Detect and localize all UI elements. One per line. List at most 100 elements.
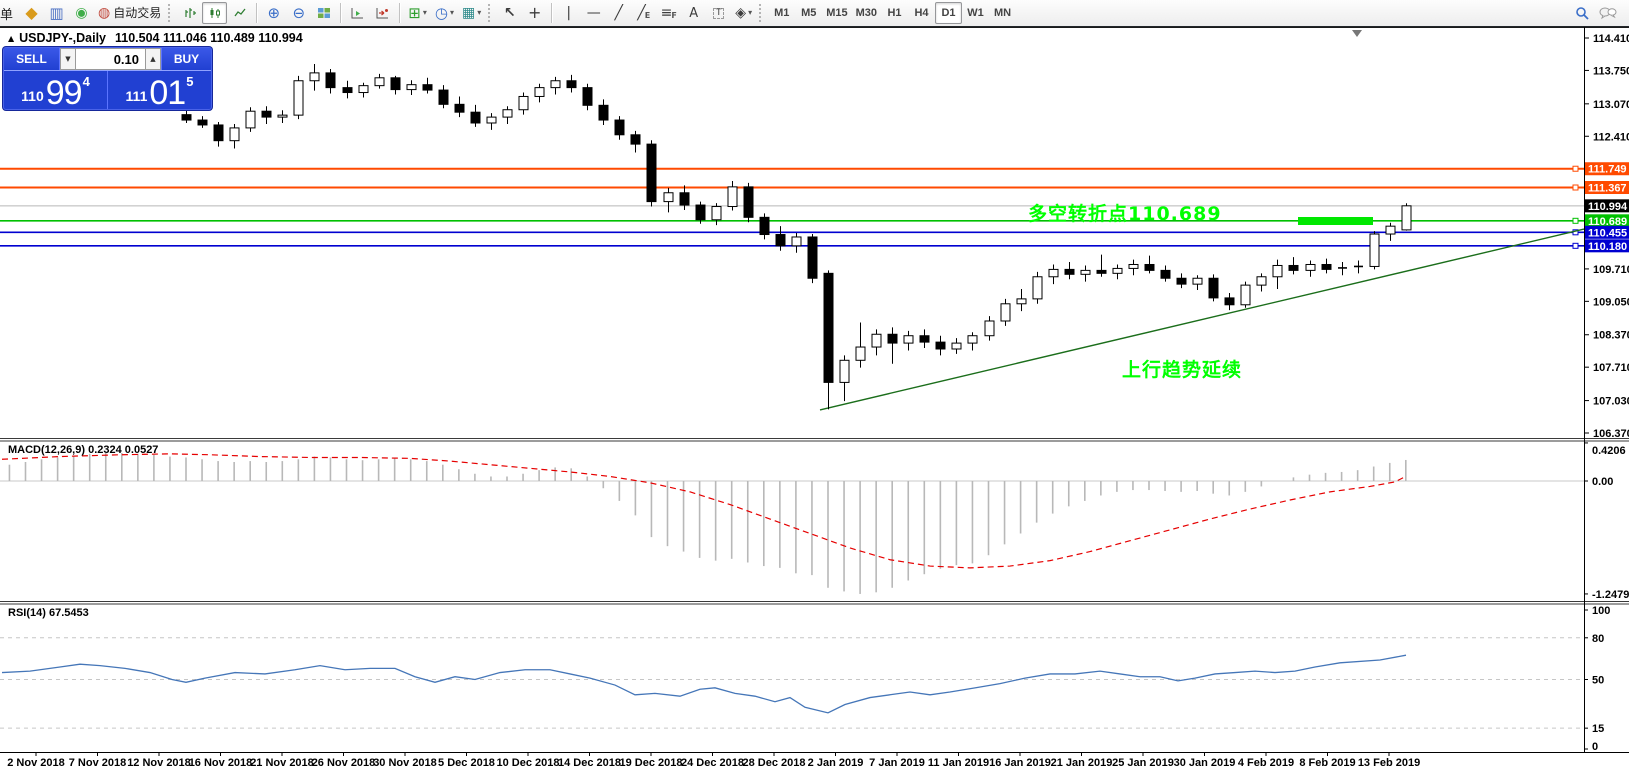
rsi-label: RSI(14) 67.5453 bbox=[8, 607, 89, 619]
buy-price[interactable]: 111 01 5 bbox=[107, 71, 211, 109]
cursor-button[interactable]: ↖ bbox=[497, 2, 522, 24]
bar-chart-button[interactable] bbox=[177, 2, 202, 24]
volume-decrease-button[interactable]: ▼ bbox=[60, 48, 76, 70]
symbol-period-label: USDJPY-,Daily bbox=[19, 31, 106, 45]
channel-sub-label: E bbox=[644, 11, 651, 20]
arrows-button[interactable]: ◈ ▾ bbox=[731, 2, 756, 24]
toolbar-separator bbox=[340, 3, 342, 23]
candle-bearish bbox=[775, 234, 786, 247]
market-watch-icon: ▥ bbox=[49, 3, 64, 22]
spin-up-icon: ▲ bbox=[150, 55, 156, 63]
signal-icon: ◉ bbox=[75, 5, 88, 21]
channel-button[interactable]: ╱ E bbox=[631, 2, 656, 24]
timeframe-M30[interactable]: M30 bbox=[855, 6, 878, 19]
candle-bullish bbox=[1080, 269, 1091, 275]
candle-bullish bbox=[1401, 205, 1412, 231]
sell-price-pip: 4 bbox=[82, 74, 90, 89]
toolbar: 单 ◆ ▥ ◉ ◍ 自动交易 ⊕ ⊖ bbox=[0, 0, 1629, 27]
candle-bearish bbox=[438, 89, 449, 105]
zoom-in-icon: ⊕ bbox=[267, 3, 281, 22]
date-label: 4 Feb 2019 bbox=[1238, 757, 1294, 769]
timeframe-H4[interactable]: H4 bbox=[914, 6, 929, 19]
line-chart-button[interactable] bbox=[227, 2, 252, 24]
timeframe-M1[interactable]: M1 bbox=[774, 6, 790, 19]
candle-bearish bbox=[695, 204, 706, 221]
sell-price[interactable]: 110 99 4 bbox=[4, 71, 107, 109]
symbol-marker-icon: ▲ bbox=[8, 33, 15, 43]
candle-bearish bbox=[390, 77, 401, 91]
timeframe-M15[interactable]: M15 bbox=[826, 6, 848, 19]
auto-scroll-button[interactable] bbox=[345, 2, 370, 24]
zoom-in-button[interactable]: ⊕ bbox=[261, 2, 286, 24]
price-tick-label: 114.410 bbox=[1593, 33, 1629, 45]
autotrading-icon: ◍ bbox=[98, 5, 111, 21]
periods-button[interactable]: ◷ ▾ bbox=[431, 2, 458, 24]
candle-bearish bbox=[582, 87, 593, 106]
candle-bullish bbox=[550, 80, 561, 89]
buy-price-figure: 111 bbox=[125, 88, 148, 104]
candle-bullish bbox=[855, 346, 866, 361]
vertical-line-button[interactable]: | bbox=[556, 2, 581, 24]
candle-bullish bbox=[1112, 267, 1123, 274]
templates-button[interactable]: ▦ ▾ bbox=[458, 2, 485, 24]
tile-windows-button[interactable] bbox=[311, 2, 336, 24]
candle-bearish bbox=[598, 104, 609, 121]
crosshair-button[interactable]: + bbox=[522, 2, 547, 24]
price-badge-label: 110.455 bbox=[1588, 227, 1627, 239]
candle-bearish bbox=[1176, 277, 1187, 285]
pivot-annotation-text[interactable]: 多空转折点110.689 bbox=[1028, 203, 1222, 225]
date-label: 7 Jan 2019 bbox=[869, 757, 925, 769]
candle-bullish bbox=[293, 80, 304, 116]
timeframe-D1[interactable]: D1 bbox=[935, 2, 963, 24]
candle-bearish bbox=[679, 192, 690, 206]
toolbar-separator bbox=[399, 3, 401, 23]
pivot-highlight-box[interactable] bbox=[1298, 217, 1373, 225]
candlestick-chart-button[interactable] bbox=[202, 2, 228, 24]
uptrend-trendline[interactable] bbox=[819, 228, 1585, 411]
text-label-button[interactable]: T bbox=[706, 2, 731, 24]
community-chat-button[interactable] bbox=[1595, 2, 1621, 24]
chart-shift-button[interactable] bbox=[370, 2, 395, 24]
candle-bullish bbox=[663, 192, 674, 203]
macd-tick-label: 0.4206 bbox=[1592, 445, 1626, 457]
timeframe-MN[interactable]: MN bbox=[993, 6, 1012, 19]
horizontal-line-icon: — bbox=[586, 5, 601, 21]
volume-input[interactable] bbox=[76, 48, 145, 70]
price-badge bbox=[1585, 181, 1629, 195]
new-order-button[interactable]: ◆ bbox=[19, 2, 44, 24]
zoom-out-button[interactable]: ⊖ bbox=[286, 2, 311, 24]
add-indicator-button[interactable]: ⊞ ▾ bbox=[404, 2, 431, 24]
market-watch-button[interactable]: ▥ bbox=[44, 2, 69, 24]
buy-button[interactable]: BUY bbox=[161, 48, 211, 70]
date-label: 8 Feb 2019 bbox=[1299, 757, 1355, 769]
hline-endpoint bbox=[1572, 165, 1579, 172]
timeframe-H1[interactable]: H1 bbox=[887, 6, 902, 19]
candle-bearish bbox=[342, 87, 353, 94]
timeframe-M5[interactable]: M5 bbox=[801, 6, 817, 19]
text-label-icon: T bbox=[712, 7, 725, 19]
candle-bullish bbox=[534, 87, 545, 97]
sell-button[interactable]: SELL bbox=[4, 48, 60, 70]
channel-icon: ╱ bbox=[637, 5, 646, 21]
uptrend-annotation-text[interactable]: 上行趋势延续 bbox=[1122, 359, 1243, 381]
price-tick-label: 113.070 bbox=[1593, 99, 1629, 111]
chart-shift-marker[interactable] bbox=[1352, 30, 1362, 37]
toolbar-grip bbox=[168, 4, 172, 22]
candle-bullish bbox=[1192, 277, 1203, 285]
horizontal-line-button[interactable]: — bbox=[581, 2, 606, 24]
text-button[interactable]: A bbox=[681, 2, 706, 24]
signals-button[interactable]: ◉ bbox=[69, 2, 94, 24]
trendline-button[interactable]: ╱ bbox=[606, 2, 631, 24]
new-order-label-truncated[interactable]: 单 bbox=[0, 7, 14, 23]
candle-bullish bbox=[1240, 284, 1251, 306]
macd-label: MACD(12,26,9) 0.2324 0.0527 bbox=[8, 444, 159, 456]
date-label: 19 Dec 2018 bbox=[620, 757, 683, 769]
search-button[interactable] bbox=[1570, 2, 1595, 24]
toolbar-grip bbox=[488, 4, 492, 22]
trendline-icon: ╱ bbox=[614, 5, 623, 21]
autotrading-button[interactable]: ◍ 自动交易 bbox=[94, 2, 165, 24]
timeframe-W1[interactable]: W1 bbox=[967, 6, 984, 19]
fibonacci-button[interactable]: ≡ F bbox=[656, 2, 681, 24]
chart-background bbox=[0, 27, 1629, 769]
volume-increase-button[interactable]: ▲ bbox=[145, 48, 161, 70]
